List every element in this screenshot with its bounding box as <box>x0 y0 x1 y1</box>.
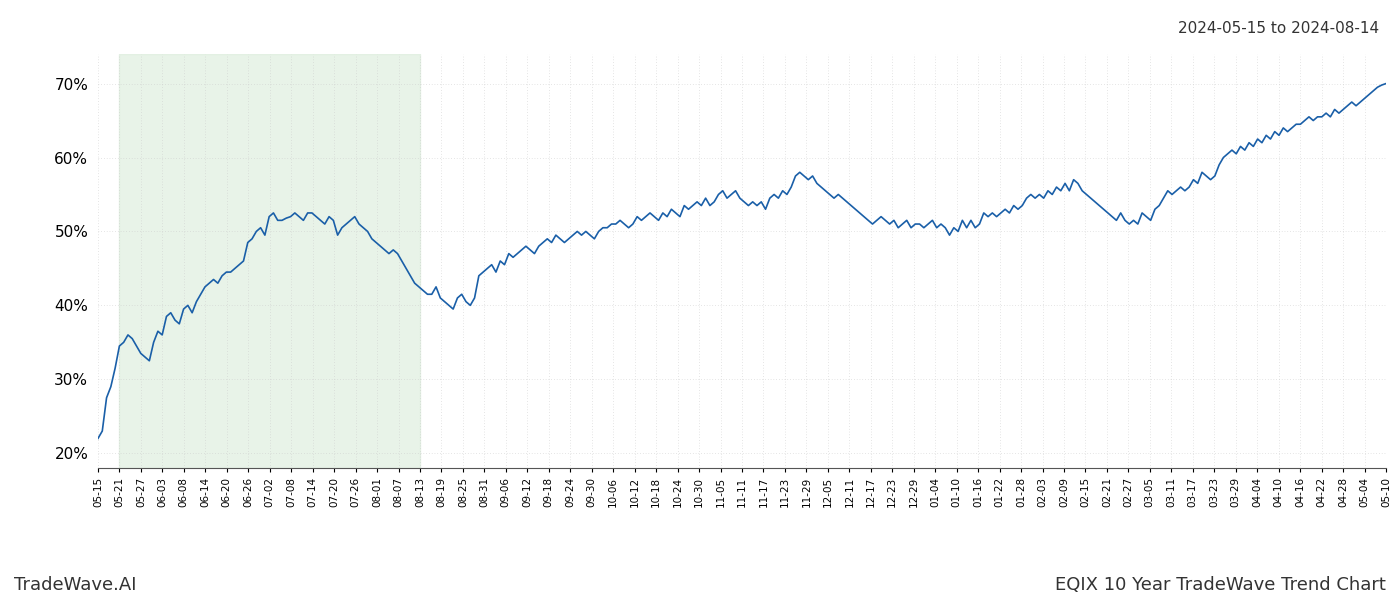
Text: 2024-05-15 to 2024-08-14: 2024-05-15 to 2024-08-14 <box>1177 21 1379 36</box>
Bar <box>119 54 420 468</box>
Text: TradeWave.AI: TradeWave.AI <box>14 576 137 594</box>
Text: EQIX 10 Year TradeWave Trend Chart: EQIX 10 Year TradeWave Trend Chart <box>1056 576 1386 594</box>
